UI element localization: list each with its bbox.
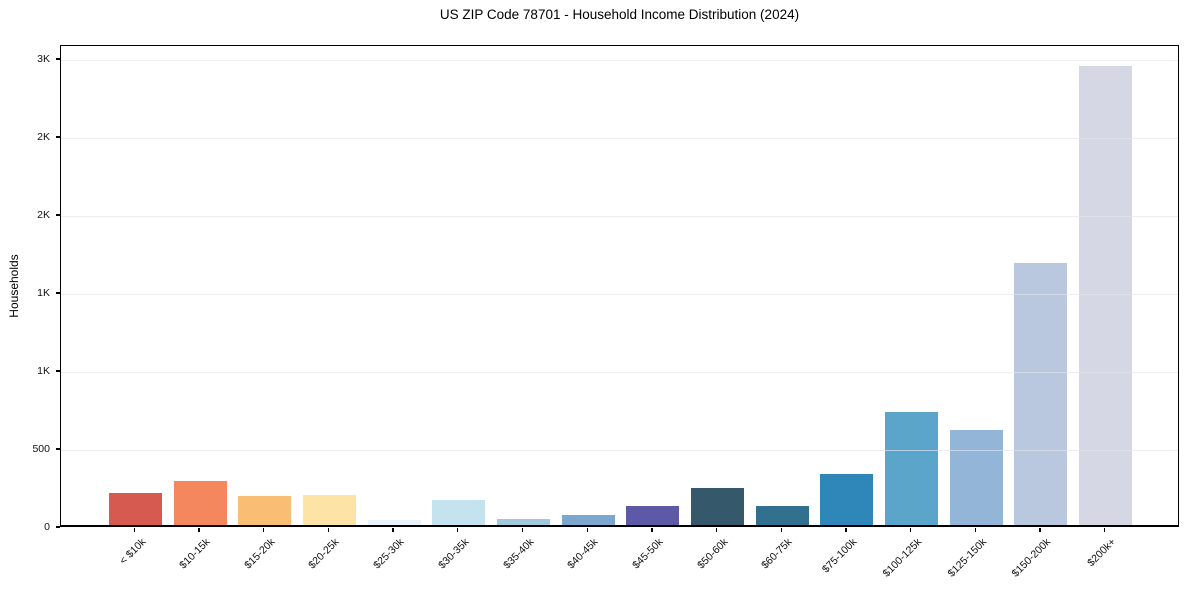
- x-tick-mark: [133, 528, 136, 532]
- x-tick-label: $25-30k: [371, 536, 407, 572]
- y-tick-mark: [55, 58, 60, 60]
- x-tick-mark: [974, 528, 976, 532]
- x-tick-mark: [521, 528, 524, 532]
- x-tick-label: $75-100k: [819, 536, 860, 576]
- gridline: [61, 450, 1178, 451]
- x-tick-mark: [586, 528, 588, 532]
- y-tick-mark: [55, 292, 60, 294]
- x-tick-mark: [327, 528, 330, 532]
- y-tick-label: 1K: [37, 287, 50, 300]
- y-tick-mark: [55, 370, 60, 372]
- x-tick-label: $150-200k: [1009, 536, 1054, 580]
- bars-layer: [61, 46, 1178, 525]
- gridline: [61, 294, 1178, 296]
- x-tick-label: $15-20k: [241, 536, 278, 572]
- bar-$150-200k: [1014, 262, 1068, 525]
- x-tick-label: $45-50k: [630, 536, 666, 572]
- y-axis-label: Households: [7, 254, 21, 318]
- plot-area: [60, 45, 1179, 527]
- gridlines-layer: [61, 46, 1178, 525]
- x-tick-label: $35-40k: [500, 536, 536, 572]
- y-tick-mark: [55, 448, 60, 450]
- chart-title: US ZIP Code 78701 - Household Income Dis…: [439, 7, 800, 22]
- bar-< $10k: [108, 493, 162, 525]
- bar-$25-30k: [367, 520, 421, 525]
- y-tick-label: 3K: [37, 53, 50, 66]
- gridline: [61, 372, 1178, 373]
- y-tick-mark: [55, 214, 60, 216]
- bar-$100-125k: [885, 412, 939, 525]
- x-tick-label: $50-60k: [694, 536, 731, 572]
- bar-$15-20k: [238, 496, 292, 525]
- x-tick-mark: [392, 528, 394, 532]
- x-tick-mark: [457, 528, 459, 532]
- bar-$45-50k: [626, 505, 680, 525]
- y-tick-label: 500: [32, 443, 50, 455]
- x-tick-label: < $10k: [116, 536, 148, 567]
- x-tick-mark: [651, 528, 653, 532]
- gridline: [61, 60, 1178, 62]
- bar-$10-15k: [173, 481, 227, 525]
- y-tick-label: 0: [44, 521, 50, 533]
- y-tick-label: 2K: [37, 131, 50, 144]
- y-tick-label: 2K: [37, 209, 50, 222]
- x-tick-mark: [845, 528, 847, 532]
- bar-$60-75k: [755, 505, 809, 525]
- bar-$35-40k: [496, 519, 550, 525]
- x-tick-mark: [263, 528, 265, 532]
- x-tick-mark: [1104, 528, 1106, 532]
- bar-$75-100k: [820, 474, 874, 525]
- y-tick-mark: [55, 526, 60, 528]
- x-tick-mark: [1039, 528, 1041, 532]
- x-tick-mark: [909, 528, 912, 532]
- x-tick-label: $30-35k: [435, 536, 472, 572]
- y-tick-label: 1K: [37, 365, 50, 377]
- x-tick-label: $60-75k: [759, 536, 795, 572]
- x-tick-label: $10-15k: [177, 536, 213, 572]
- x-tick-label: $40-45k: [565, 536, 601, 572]
- bar-$50-60k: [691, 487, 745, 525]
- x-tick-label: $100-125k: [880, 536, 925, 580]
- y-tick-mark: [55, 136, 60, 138]
- gridline: [61, 138, 1178, 140]
- bar-$30-35k: [432, 500, 486, 525]
- x-tick-label: $125-150k: [945, 536, 989, 580]
- x-tick-mark: [715, 528, 718, 532]
- gridline: [61, 216, 1178, 218]
- bar-$40-45k: [561, 515, 615, 525]
- bar-$20-25k: [302, 495, 356, 525]
- x-tick-label: $200k+: [1085, 536, 1119, 570]
- bar-$200k+: [1079, 66, 1133, 525]
- x-tick-mark: [780, 528, 782, 532]
- x-tick-mark: [198, 528, 200, 532]
- bar-$125-150k: [949, 429, 1003, 525]
- x-tick-label: $20-25k: [306, 536, 342, 572]
